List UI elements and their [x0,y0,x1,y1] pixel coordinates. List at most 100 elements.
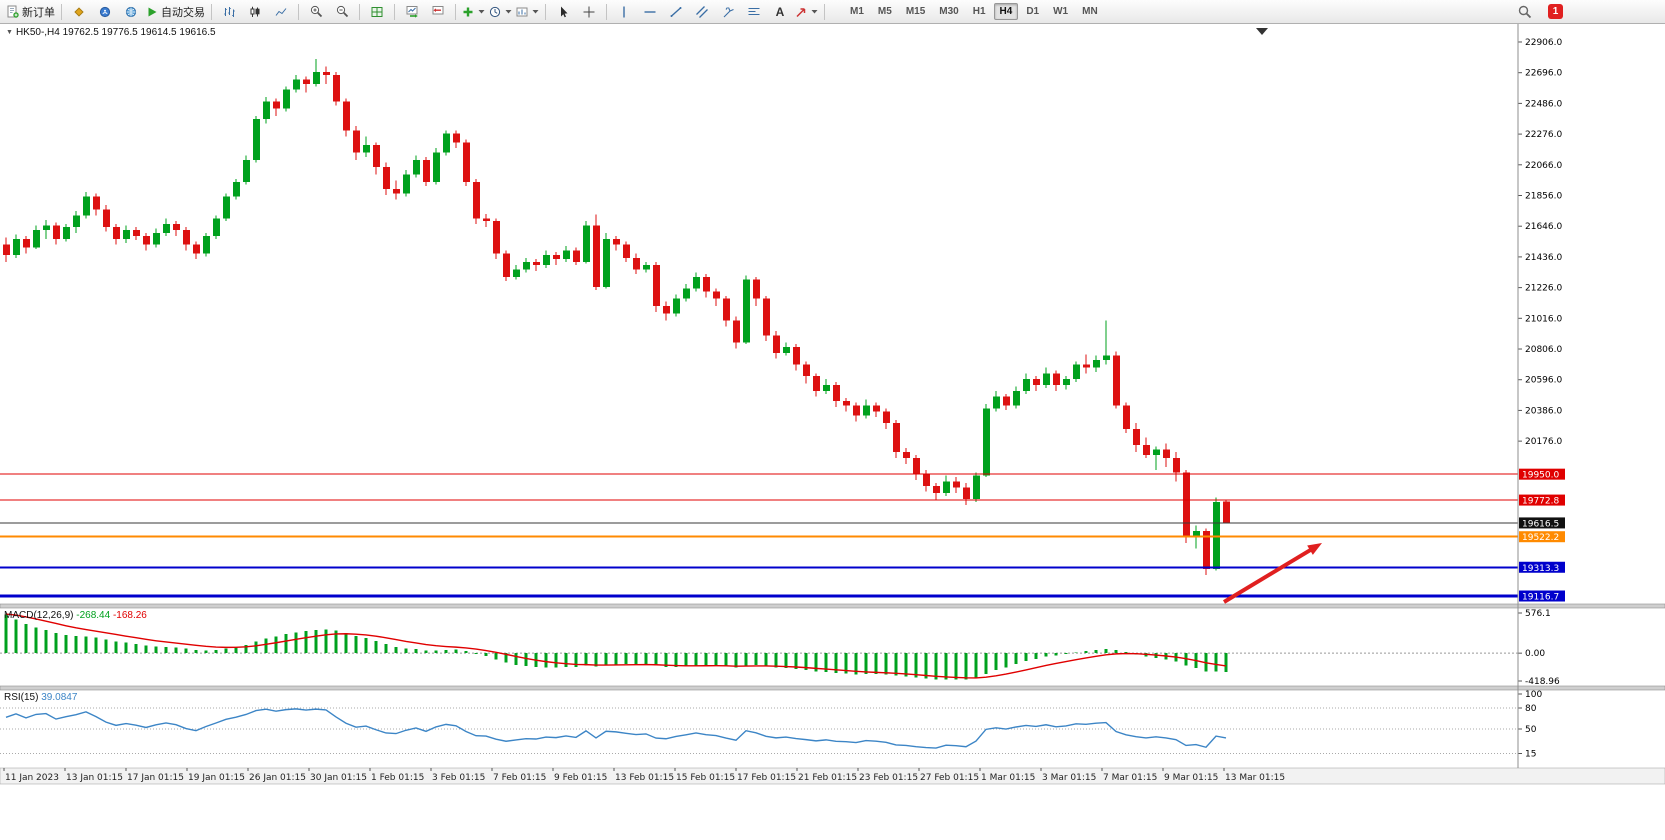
price-line-19313.3[interactable]: 19313.3 [0,561,1565,574]
chart-shift-button[interactable] [425,2,451,22]
horizontal-line-button[interactable] [637,2,663,22]
auto-scroll-button[interactable] [399,2,425,22]
svg-text:7 Mar 01:15: 7 Mar 01:15 [1103,773,1157,783]
price-line-19116.7[interactable]: 19116.7 [0,590,1565,603]
svg-text:21856.0: 21856.0 [1525,191,1562,201]
equidistant-channel-icon [696,5,708,18]
timeframe-h1[interactable]: H1 [972,6,986,17]
svg-text:1 Mar 01:15: 1 Mar 01:15 [981,773,1035,783]
macd-histogram [4,614,1228,680]
macd-signal-line [5,613,1227,679]
zoom-in-button[interactable] [303,2,329,22]
fibonacci-button[interactable] [741,2,767,22]
dropdown-caret-icon [478,10,485,14]
timeframe-w1[interactable]: W1 [1053,6,1069,17]
timeframe-m30[interactable]: M30 [939,6,959,17]
svg-text:17 Jan 01:15: 17 Jan 01:15 [127,773,184,783]
svg-text:23 Feb 01:15: 23 Feb 01:15 [859,773,918,783]
chart-template-icon [516,7,528,16]
toolbar-separator [359,3,360,20]
new-order-button[interactable]: 新订单 [4,2,57,22]
notification-badge[interactable]: 1 [1548,4,1563,19]
zoom-out-icon [336,5,348,18]
timeframe-m5[interactable]: M5 [877,6,892,17]
play-icon [148,7,157,16]
trend-arrow[interactable] [1222,543,1322,604]
toolbar-right-group: 1 [1512,2,1563,22]
svg-text:-418.96: -418.96 [1525,677,1560,687]
zoom-out-button[interactable] [329,2,355,22]
time-axis[interactable] [0,767,1665,785]
chart-plot-area[interactable] [0,24,1518,604]
crosshair-button[interactable] [576,2,602,22]
toolbar-separator [298,3,299,20]
toolbar-separator [606,3,607,20]
toolbar-separator [824,3,825,20]
market-button[interactable] [118,2,144,22]
signals-button[interactable] [92,2,118,22]
svg-text:21646.0: 21646.0 [1525,222,1562,232]
cursor-icon [561,6,568,17]
dropdown-caret-icon [532,10,539,14]
svg-text:27 Feb 01:15: 27 Feb 01:15 [920,773,979,783]
svg-text:17 Feb 01:15: 17 Feb 01:15 [737,773,796,783]
svg-text:15: 15 [1525,750,1536,760]
bar-chart-button[interactable] [216,2,242,22]
pitchfork-button[interactable] [715,2,741,22]
svg-text:19950.0: 19950.0 [1522,471,1559,481]
autotrading-label: 自动交易 [161,6,205,19]
svg-text:22276.0: 22276.0 [1525,130,1562,140]
line-chart-button[interactable] [268,2,294,22]
crosshair-icon [583,6,595,17]
toolbar-separator [211,3,212,20]
svg-text:13 Feb 01:15: 13 Feb 01:15 [615,773,674,783]
svg-text:100: 100 [1525,690,1542,700]
periods-button[interactable] [487,2,514,22]
cursor-button[interactable] [550,2,576,22]
svg-text:13 Jan 01:15: 13 Jan 01:15 [66,773,123,783]
toolbar-separator [394,3,395,20]
arrows-tool-button[interactable] [793,2,820,22]
text-tool-button[interactable]: A [767,2,793,22]
timeframe-d1[interactable]: D1 [1026,6,1040,17]
price-line-19522.2[interactable]: 19522.2 [0,531,1565,543]
templates-button[interactable] [514,2,541,22]
svg-text:80: 80 [1525,704,1537,714]
indicators-button[interactable] [460,2,487,22]
timeframe-h4[interactable]: H4 [993,3,1019,20]
price-line-19950.0[interactable]: 19950.0 [0,468,1565,481]
price-axis[interactable] [1518,24,1665,768]
vertical-line-button[interactable] [611,2,637,22]
wizard-button[interactable] [66,2,92,22]
panel-splitter[interactable] [0,603,1665,609]
candlestick-chart-button[interactable] [242,2,268,22]
toolbar-separator [61,3,62,20]
trendline-button[interactable] [663,2,689,22]
search-button[interactable] [1512,2,1538,22]
auto-scroll-icon [406,6,418,18]
timeframe-mn[interactable]: MN [1082,6,1098,17]
svg-text:22906.0: 22906.0 [1525,38,1562,48]
svg-text:19616.5: 19616.5 [1522,519,1559,529]
timeframe-m15[interactable]: M15 [905,6,926,17]
svg-text:3 Feb 01:15: 3 Feb 01:15 [432,773,485,783]
svg-text:30 Jan 01:15: 30 Jan 01:15 [310,773,367,783]
price-line-19772.8[interactable]: 19772.8 [0,494,1565,507]
tile-windows-button[interactable] [364,2,390,22]
svg-text:11 Jan 2023: 11 Jan 2023 [5,773,59,783]
channel-button[interactable] [689,2,715,22]
new-order-label: 新订单 [22,6,55,19]
svg-text:15 Feb 01:15: 15 Feb 01:15 [676,773,735,783]
candlestick-series [3,58,1230,576]
rsi-line [5,708,1227,749]
timeframe-m1[interactable]: M1 [850,6,864,17]
panel-splitter[interactable] [0,685,1665,691]
chart-shift-marker[interactable] [1256,28,1268,35]
zoom-in-icon [310,5,322,18]
svg-text:22486.0: 22486.0 [1525,99,1562,109]
autotrading-button[interactable]: 自动交易 [144,2,207,22]
price-line-19616.5[interactable]: 19616.5 [0,517,1565,529]
search-icon [1518,5,1532,18]
toolbar-separator [545,3,546,20]
